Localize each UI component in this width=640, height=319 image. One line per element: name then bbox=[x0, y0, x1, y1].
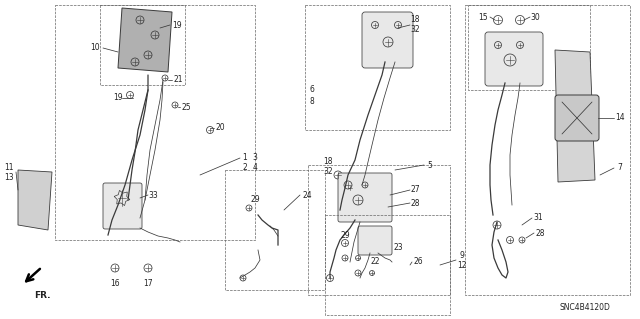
Text: 18: 18 bbox=[323, 158, 333, 167]
Text: 27: 27 bbox=[410, 186, 420, 195]
Text: 24: 24 bbox=[302, 190, 312, 199]
Text: 25: 25 bbox=[181, 102, 191, 112]
Text: 20: 20 bbox=[215, 123, 225, 132]
Text: 2: 2 bbox=[243, 164, 248, 173]
Polygon shape bbox=[555, 50, 595, 182]
Text: FR.: FR. bbox=[34, 291, 51, 300]
Text: 11: 11 bbox=[4, 162, 13, 172]
Bar bbox=[100, 5, 185, 85]
FancyBboxPatch shape bbox=[362, 12, 413, 68]
Text: 28: 28 bbox=[410, 198, 420, 207]
Text: 13: 13 bbox=[4, 173, 14, 182]
Text: 28: 28 bbox=[535, 228, 545, 238]
FancyBboxPatch shape bbox=[338, 173, 392, 222]
Text: 21: 21 bbox=[173, 76, 183, 85]
Bar bbox=[305, 5, 450, 130]
Text: 5: 5 bbox=[428, 160, 433, 169]
Text: 29: 29 bbox=[340, 231, 350, 240]
Text: 32: 32 bbox=[323, 167, 333, 176]
Bar bbox=[325, 215, 450, 315]
Bar bbox=[465, 5, 630, 295]
Text: 32: 32 bbox=[410, 26, 420, 34]
Text: 4: 4 bbox=[253, 164, 257, 173]
Text: 10: 10 bbox=[90, 43, 100, 53]
Text: 33: 33 bbox=[148, 190, 158, 199]
Polygon shape bbox=[118, 8, 172, 72]
Text: 9: 9 bbox=[460, 250, 465, 259]
Bar bbox=[55, 5, 255, 240]
Text: 1: 1 bbox=[243, 153, 248, 162]
Text: 7: 7 bbox=[618, 164, 623, 173]
FancyBboxPatch shape bbox=[103, 183, 142, 229]
Text: 12: 12 bbox=[457, 261, 467, 270]
Text: 31: 31 bbox=[533, 213, 543, 222]
Text: 15: 15 bbox=[478, 12, 488, 21]
Bar bbox=[468, 5, 590, 90]
Text: 19: 19 bbox=[113, 93, 123, 102]
Text: 23: 23 bbox=[393, 243, 403, 253]
Text: 16: 16 bbox=[110, 278, 120, 287]
Text: 6: 6 bbox=[310, 85, 314, 94]
FancyBboxPatch shape bbox=[555, 95, 599, 141]
Text: 8: 8 bbox=[310, 98, 314, 107]
Text: 19: 19 bbox=[172, 20, 182, 29]
Polygon shape bbox=[18, 170, 52, 230]
Text: 22: 22 bbox=[371, 257, 380, 266]
Text: 29: 29 bbox=[250, 196, 260, 204]
Bar bbox=[308, 165, 450, 295]
Text: 17: 17 bbox=[143, 278, 153, 287]
Text: SNC4B4120D: SNC4B4120D bbox=[560, 303, 611, 313]
Text: 18: 18 bbox=[410, 16, 420, 25]
Bar bbox=[225, 170, 325, 290]
Text: 26: 26 bbox=[413, 257, 423, 266]
Text: 30: 30 bbox=[530, 12, 540, 21]
FancyBboxPatch shape bbox=[358, 226, 392, 255]
FancyBboxPatch shape bbox=[485, 32, 543, 86]
Text: 14: 14 bbox=[615, 114, 625, 122]
Text: 3: 3 bbox=[253, 153, 257, 162]
